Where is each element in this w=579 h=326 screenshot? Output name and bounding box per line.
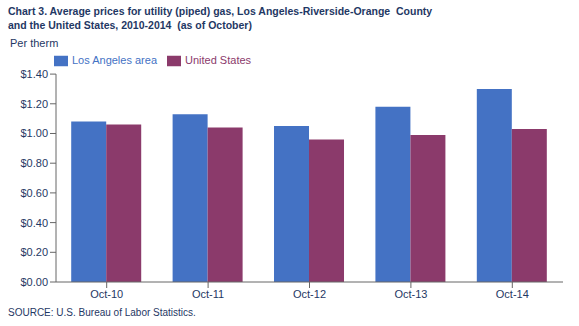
svg-text:Oct-14: Oct-14 [496,288,529,300]
svg-text:$0.40: $0.40 [20,217,48,229]
svg-text:$0.00: $0.00 [20,276,48,288]
svg-text:$0.60: $0.60 [20,187,48,199]
html-text:and the United States, 2010-20: and the United States, 2010-2014 (as of … [8,19,252,31]
html-text:Per therm: Per therm [10,37,59,49]
svg-text:$1.00: $1.00 [20,127,48,139]
svg-text:Oct-10: Oct-10 [90,288,123,300]
svg-text:Oct-11: Oct-11 [192,288,224,300]
svg-text:$1.40: $1.40 [20,68,48,80]
html-text:United States: United States [185,54,252,66]
html-text:Chart 3. Average prices for ut: Chart 3. Average prices for utility (pip… [8,5,433,17]
svg-text:Oct-13: Oct-13 [394,288,427,300]
html-text:SOURCE: U.S. Bureau of Labor S: SOURCE: U.S. Bureau of Labor Statistics. [8,307,196,318]
svg-text:Oct-12: Oct-12 [293,288,326,300]
svg-text:$1.20: $1.20 [20,98,48,110]
svg-text:$0.20: $0.20 [20,246,48,258]
html-text:Los Angeles area: Los Angeles area [72,54,157,66]
svg-text:$0.80: $0.80 [20,157,48,169]
